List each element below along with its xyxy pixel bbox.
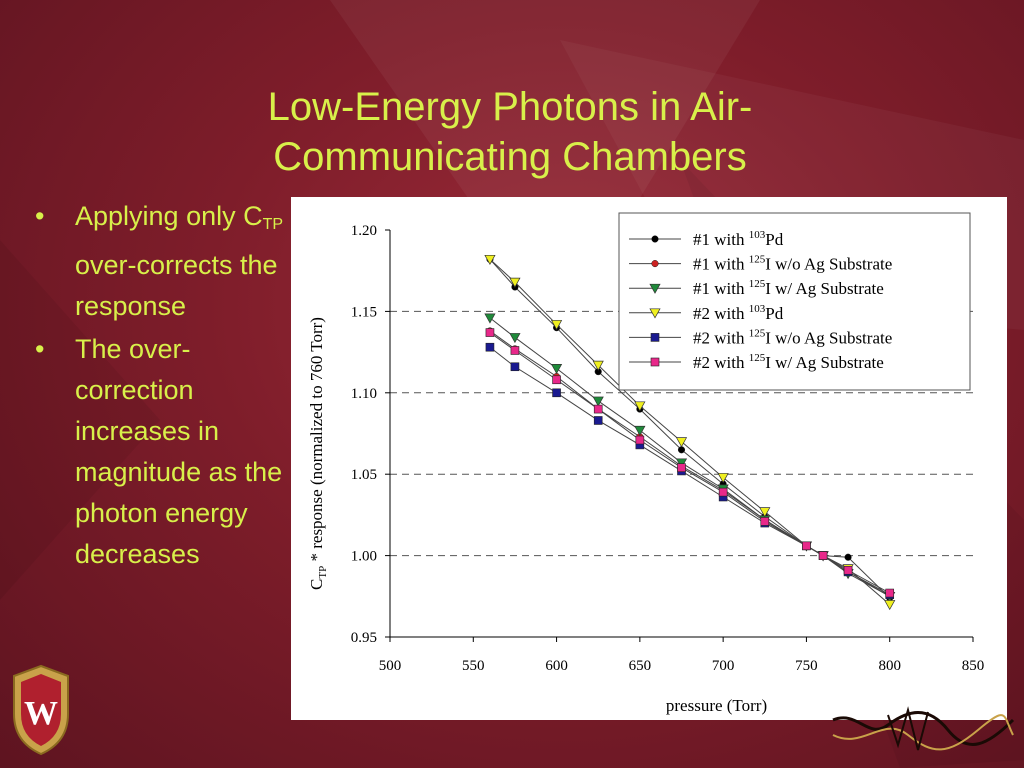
data-point [552,375,561,385]
y-tick-label: 1.15 [351,304,377,320]
x-tick-label: 600 [545,658,568,674]
legend-marker [649,283,661,294]
x-tick-label: 550 [462,658,485,674]
data-point [760,517,770,526]
data-point [592,396,604,407]
bullet-text-a: Applying only C [75,201,263,231]
y-tick-label: 1.05 [351,467,377,483]
decorative-flourish [832,706,1015,751]
y-tick-label: 0.95 [351,630,377,646]
data-point [485,342,495,352]
data-point [634,401,646,412]
data-point [718,487,728,497]
data-point [593,416,603,425]
x-tick-label: 650 [629,658,652,674]
data-point [634,425,646,436]
data-point [759,507,771,518]
data-point [593,404,603,414]
legend-marker [650,357,660,367]
data-point [484,254,496,266]
legend-marker [650,333,660,342]
data-point [509,333,521,344]
bullet-list: Applying only CTP over-corrects the resp… [32,196,292,577]
data-point [592,360,604,371]
data-point [884,600,896,611]
bullet-text: The over-correction increases in magnitu… [75,334,283,569]
data-point [510,346,520,355]
line-chart: 0.95 1.00 1.05 1.10 1.15 1.20 500 550 600 650 700 7… [307,212,985,715]
data-point [485,328,495,337]
data-point [844,553,852,561]
data-point [818,551,828,560]
title-line-2: Communicating Chambers [273,135,747,179]
data-point [843,565,853,575]
legend-label: #2 with 103Pd [693,303,784,323]
data-point [550,320,563,331]
legend-marker [651,235,659,243]
y-tick-label: 1.10 [351,386,377,402]
legend-label: #1 with 125I w/o Ag Substrate [693,254,892,274]
data-point [635,435,645,445]
x-axis-title: pressure (Torr) [666,696,767,715]
x-tick-label: 800 [878,658,901,674]
legend-label: #2 with 125I w/ Ag Substrate [693,352,884,372]
legend-label: #1 with 125I w/ Ag Substrate [693,278,884,298]
legend-marker [649,308,661,319]
bullet-item: The over-correction increases in magnitu… [32,329,292,575]
data-point [677,446,686,454]
title-line-1: Low-Energy Photons in Air- [267,85,753,129]
slide-title: Low-Energy Photons in Air- Communicating… [150,82,870,182]
y-tick-label: 1.20 [351,223,377,239]
x-tick-label: 750 [795,658,818,674]
chart-panel: 0.95 1.00 1.05 1.10 1.15 1.20 500 550 600 650 700 7… [291,197,1007,720]
data-point [717,473,729,484]
data-point [677,463,686,472]
y-axis-title: CTP * response (normalized to 760 Torr) [307,317,329,590]
legend-label: #1 with 103Pd [693,229,784,249]
data-point [675,458,688,469]
data-point [885,588,895,598]
data-point [509,277,521,288]
bullet-subscript: TP [262,216,284,233]
x-tick-label: 850 [962,658,985,674]
legend-box [618,212,971,391]
bullet-text-b: over-corrects the response [75,250,278,321]
bullet-item: Applying only CTP over-corrects the resp… [32,196,292,327]
data-point [552,388,561,398]
legend-label: #2 with 125I w/o Ag Substrate [693,327,892,347]
x-tick-label: 500 [379,658,402,674]
data-point [675,437,688,448]
legend-marker [651,260,659,268]
svg-text:W: W [24,695,58,732]
university-crest-logo: W [13,664,69,756]
data-point [802,541,811,551]
data-point [484,313,496,324]
data-point [510,362,520,372]
y-tick-label: 1.00 [351,549,377,565]
x-tick-label: 700 [712,658,735,674]
data-point [550,364,563,375]
